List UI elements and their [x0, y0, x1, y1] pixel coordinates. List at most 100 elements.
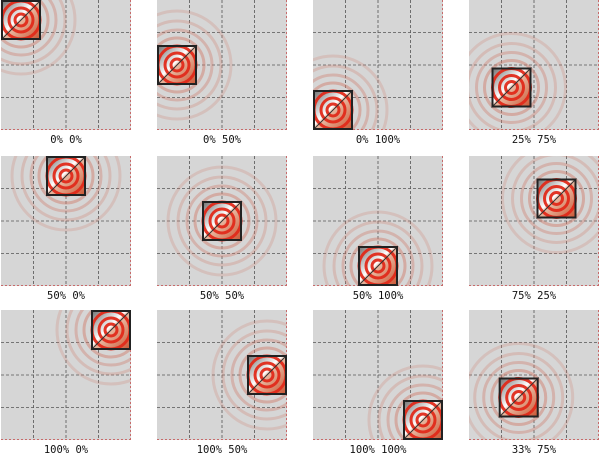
demo-panel	[313, 310, 443, 440]
demo-cell: 25% 75%	[469, 0, 599, 153]
demo-panel	[313, 156, 443, 286]
ring	[193, 192, 251, 250]
square-border	[202, 201, 242, 241]
ring	[313, 73, 370, 130]
ring	[394, 391, 443, 440]
ring	[208, 207, 236, 235]
ring	[157, 19, 223, 111]
ring	[230, 338, 287, 412]
demo-svg	[1, 310, 131, 440]
ring	[409, 406, 437, 434]
ring	[313, 64, 379, 130]
ring	[1, 0, 77, 76]
square-diagonal	[45, 156, 87, 197]
square-border	[491, 67, 532, 108]
demo-panel	[1, 310, 131, 440]
demo-svg	[1, 0, 131, 130]
square-diagonal	[157, 44, 198, 86]
ring	[473, 352, 565, 440]
ring	[55, 310, 131, 386]
demo-caption: 50% 100%	[352, 290, 404, 302]
ring	[65, 310, 131, 376]
ring	[549, 191, 564, 206]
ring	[505, 384, 533, 411]
square-border	[498, 377, 539, 418]
ring	[528, 170, 585, 227]
ring	[386, 383, 443, 440]
square-border	[313, 90, 353, 130]
demo-panel	[469, 156, 599, 286]
demo-panel	[469, 310, 599, 440]
demo-cell: 0% 50%	[157, 0, 287, 153]
demo-svg	[469, 156, 599, 286]
ring	[157, 28, 214, 102]
square-diagonal	[402, 399, 443, 440]
ring	[511, 156, 599, 244]
ring	[176, 175, 268, 267]
demo-caption: 100% 100%	[349, 444, 407, 456]
demo-panel	[157, 156, 287, 286]
demo-svg	[313, 156, 443, 286]
ring	[483, 59, 540, 116]
demo-cell: 100% 50%	[157, 310, 287, 463]
ring	[157, 36, 206, 94]
square-border	[91, 310, 131, 350]
square-diagonal	[357, 245, 399, 286]
ring	[97, 316, 125, 344]
ring	[370, 258, 386, 274]
ring	[313, 54, 389, 130]
square-border	[358, 246, 398, 286]
ring	[29, 156, 103, 213]
ring	[163, 51, 191, 79]
ring	[253, 361, 281, 389]
square-diagonal	[201, 200, 243, 242]
ring	[520, 162, 593, 235]
square-diagonal	[491, 67, 532, 108]
ring	[319, 96, 347, 124]
demo-svg	[469, 0, 599, 130]
ring	[504, 80, 519, 95]
ring	[313, 81, 362, 130]
ring	[377, 374, 443, 440]
ring	[475, 51, 548, 124]
ring	[364, 252, 392, 280]
demo-cell: 50% 0%	[1, 156, 131, 309]
demo-caption: 33% 75%	[511, 444, 557, 456]
ring	[103, 322, 119, 338]
demo-caption: 100% 50%	[196, 444, 248, 456]
demo-caption: 50% 0%	[47, 290, 85, 302]
ring	[332, 220, 424, 286]
ring	[1, 0, 58, 57]
ring	[37, 156, 95, 205]
square-diagonal	[246, 354, 287, 396]
ring	[482, 361, 556, 434]
square-border	[157, 45, 197, 85]
ring	[259, 367, 275, 383]
demo-caption: 0% 0%	[50, 134, 82, 146]
demo-svg	[157, 156, 287, 286]
demo-caption: 75% 25%	[511, 290, 557, 302]
ring	[13, 12, 29, 28]
demo-cell: 33% 75%	[469, 310, 599, 463]
ring	[157, 9, 233, 121]
demo-panel	[1, 0, 131, 130]
demo-panel	[157, 310, 287, 440]
demo-svg	[1, 156, 131, 286]
ring	[349, 237, 407, 286]
ring	[7, 6, 35, 34]
ring	[501, 156, 599, 254]
ring	[214, 213, 230, 229]
demo-caption: 25% 75%	[511, 134, 557, 146]
ring	[169, 57, 185, 73]
demo-cell: 100% 100%	[313, 310, 443, 463]
demo-panel	[157, 0, 287, 130]
square-border	[46, 156, 86, 196]
demo-cell: 100% 0%	[1, 310, 131, 463]
ring	[543, 185, 570, 212]
ring	[185, 184, 259, 258]
square-border	[536, 178, 577, 219]
ring	[341, 229, 415, 286]
ring	[469, 342, 575, 440]
square-diagonal	[1, 0, 42, 41]
demo-svg	[313, 0, 443, 130]
